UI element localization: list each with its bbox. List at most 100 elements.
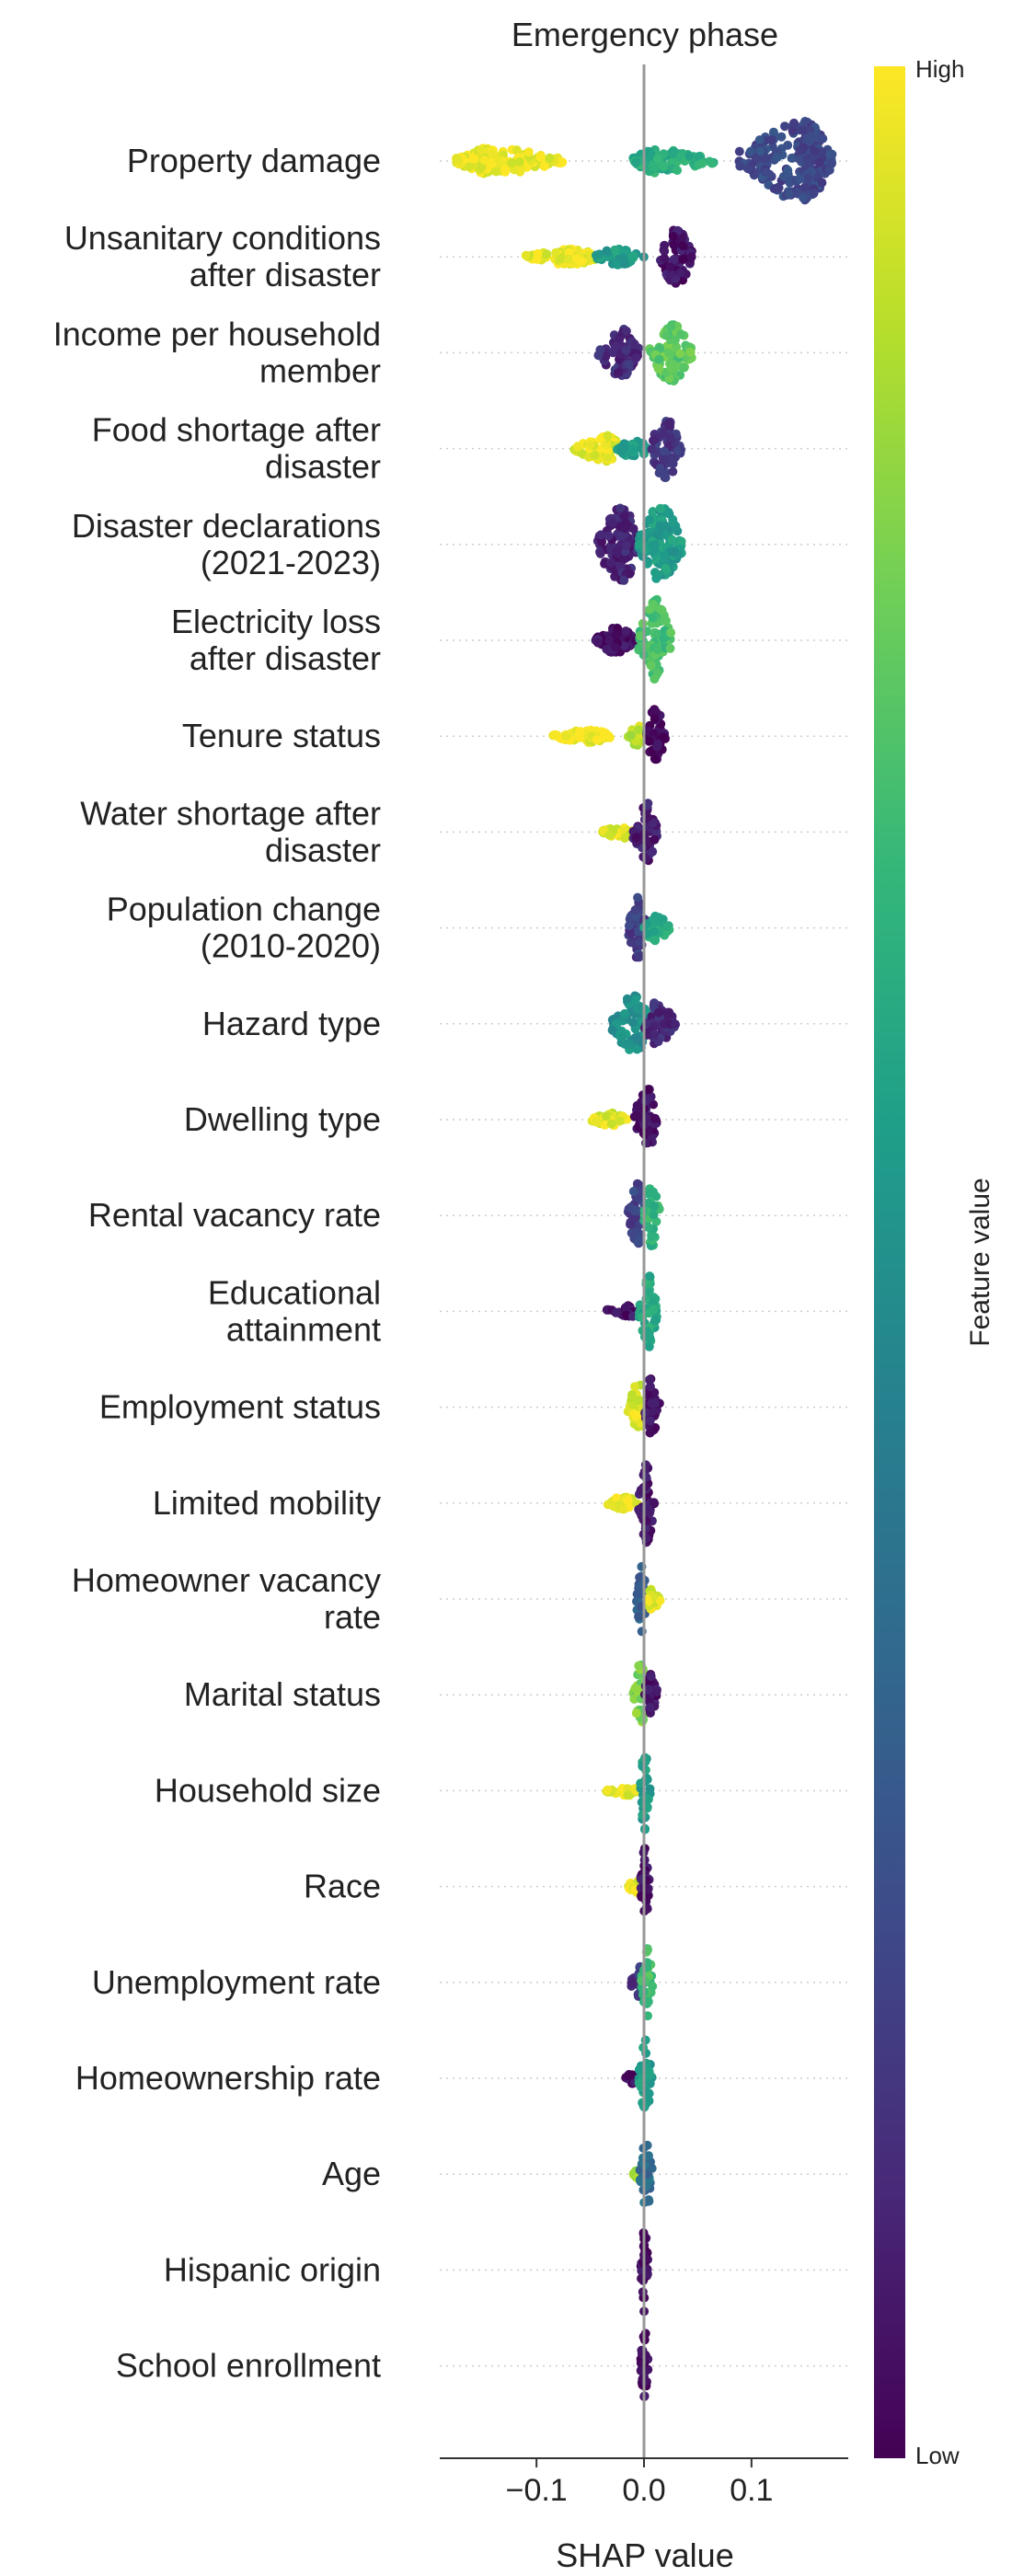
shap-point: [678, 255, 688, 264]
shap-point: [650, 674, 660, 684]
shap-point: [619, 575, 629, 585]
shap-point: [643, 1085, 653, 1095]
shap-point: [644, 2196, 654, 2206]
shap-point: [657, 605, 667, 615]
shap-point: [649, 435, 658, 445]
shap-point: [654, 363, 664, 374]
shap-point: [623, 1496, 633, 1506]
feature-label: Hazard type: [202, 1005, 381, 1042]
feature-label: Food shortage after disaster: [92, 411, 381, 486]
shap-point: [783, 140, 793, 150]
shap-point: [644, 1126, 654, 1136]
shap-point: [644, 1341, 654, 1351]
feature-row: Age: [322, 2140, 848, 2207]
shap-point: [810, 146, 820, 156]
shap-point: [650, 1113, 660, 1123]
shap-point: [551, 247, 561, 258]
feature-row: Hispanic origin: [164, 2228, 848, 2317]
shap-point: [628, 251, 638, 261]
shap-point: [630, 1684, 640, 1693]
shap-point: [768, 127, 778, 137]
shap-point: [697, 158, 707, 168]
shap-point: [676, 536, 686, 546]
shap-point: [686, 252, 696, 262]
shap-point: [627, 1390, 637, 1399]
shap-point: [661, 922, 672, 932]
shap-point: [602, 644, 612, 654]
shap-point: [661, 473, 671, 483]
shap-point: [634, 725, 644, 735]
shap-point: [571, 254, 581, 264]
shap-point: [643, 1794, 653, 1804]
shap-point: [640, 2351, 650, 2361]
shap-point: [650, 1029, 660, 1040]
shap-point: [621, 326, 631, 336]
feature-label: Water shortage after disaster: [80, 794, 381, 868]
shap-point: [620, 553, 630, 563]
shap-point: [648, 507, 658, 516]
feature-label: Employment status: [99, 1388, 381, 1426]
shap-point: [669, 255, 679, 265]
shap-point: [645, 1702, 655, 1712]
feature-row: Household size: [155, 1753, 848, 1834]
shap-point: [669, 240, 679, 250]
shap-point: [619, 511, 629, 521]
shap-point: [491, 167, 501, 177]
shap-point: [621, 627, 631, 636]
shap-point: [643, 1388, 653, 1398]
feature-row: Electricity loss after disaster: [171, 594, 848, 684]
x-tick-label: −0.1: [506, 2473, 568, 2508]
shap-point: [666, 627, 676, 638]
shap-point: [614, 368, 624, 378]
shap-point: [795, 145, 805, 155]
shap-point: [620, 834, 630, 843]
shap-point: [651, 1686, 661, 1696]
shap-point: [572, 442, 582, 452]
shap-point: [603, 1785, 613, 1795]
shap-point: [754, 135, 765, 145]
shap-point: [670, 1019, 680, 1029]
shap-point: [635, 631, 645, 641]
shap-point: [803, 159, 813, 168]
shap-point: [627, 928, 637, 938]
shap-point: [645, 1271, 655, 1282]
feature-label: Rental vacancy rate: [88, 1196, 381, 1234]
shap-point: [563, 254, 573, 264]
shap-point: [666, 322, 676, 331]
shap-point: [649, 926, 659, 937]
shap-point: [661, 615, 671, 626]
shap-point: [660, 446, 670, 456]
shap-point: [652, 645, 662, 654]
shap-point: [734, 146, 744, 156]
feature-label: Homeowner vacancy rate: [72, 1561, 381, 1636]
shap-point: [630, 995, 640, 1005]
shap-point: [592, 1117, 602, 1127]
shap-point: [653, 1007, 663, 1018]
feature-rows: Property damage Unsanitary conditions afte…: [53, 117, 848, 2401]
shap-point: [632, 1205, 642, 1215]
shap-point: [655, 1595, 665, 1605]
shap-point: [533, 248, 543, 259]
shap-point: [648, 1298, 658, 1307]
shap-point: [650, 1202, 660, 1211]
shap-point: [627, 1976, 638, 1986]
shap-point: [479, 155, 489, 166]
shap-point: [660, 240, 670, 250]
feature-row: Rental vacancy rate: [88, 1179, 848, 1251]
shap-point: [780, 121, 789, 132]
shap-point: [622, 1302, 632, 1312]
shap-point: [622, 994, 632, 1004]
shap-point: [650, 911, 661, 921]
shap-point: [660, 550, 669, 560]
shap-point: [590, 450, 600, 460]
shap-point: [624, 921, 634, 931]
shap-point: [789, 118, 799, 128]
shap-point: [779, 172, 789, 181]
feature-row: Marital status: [184, 1660, 848, 1727]
shap-point: [574, 730, 584, 740]
shap-point: [673, 166, 683, 176]
shap-point: [660, 253, 670, 263]
shap-point: [634, 2078, 644, 2088]
shap-point: [601, 440, 611, 450]
colorbar-low-label: Low: [915, 2442, 960, 2469]
